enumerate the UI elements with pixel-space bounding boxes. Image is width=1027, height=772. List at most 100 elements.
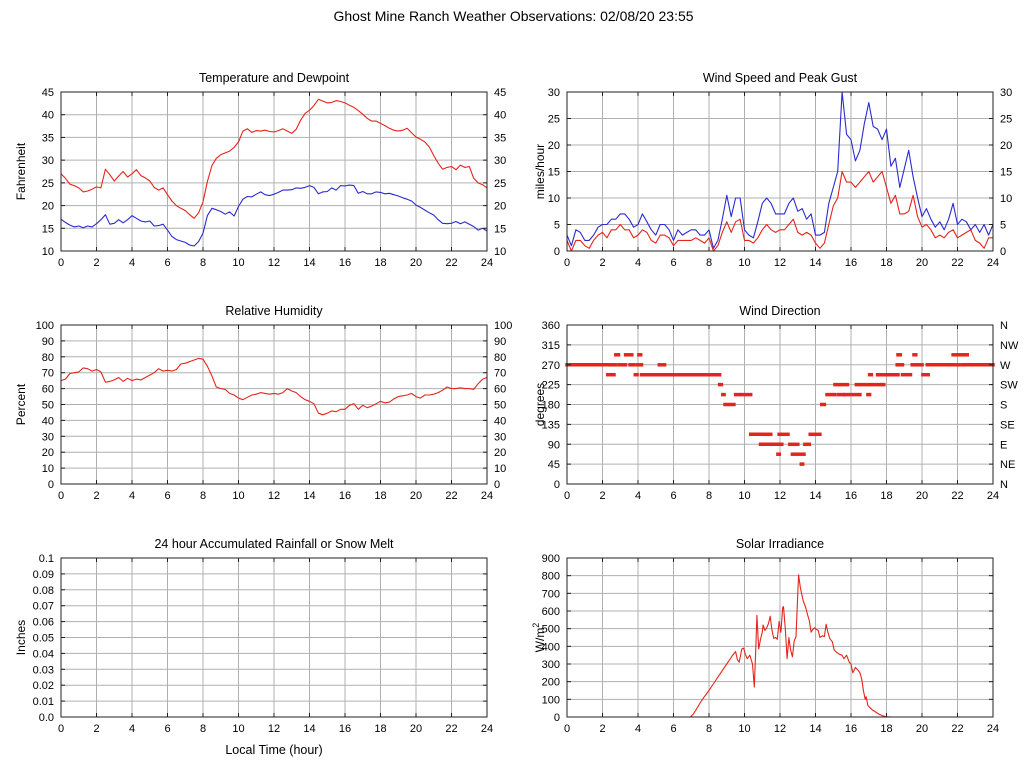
tick-label: 135 xyxy=(542,419,560,431)
peak-gust-line xyxy=(566,91,994,249)
tick-label: 25 xyxy=(548,114,560,126)
tick-label: 0 xyxy=(554,246,560,258)
tick-label: 0.02 xyxy=(33,680,54,692)
tick-label: 4 xyxy=(129,490,135,502)
tick-label: 22 xyxy=(951,490,963,502)
wind-direction-points xyxy=(565,353,995,466)
tick-label: 15 xyxy=(1000,167,1012,179)
chart-title: Relative Humidity xyxy=(225,304,323,318)
tick-label: 5 xyxy=(554,220,560,232)
grid-lines xyxy=(567,92,993,251)
tick-label: 0 xyxy=(494,479,500,491)
tick-label: S xyxy=(1000,400,1007,412)
tick-label: 10 xyxy=(738,257,750,269)
tick-label: 18 xyxy=(374,490,386,502)
tick-label: 22 xyxy=(445,490,457,502)
tick-label: 12 xyxy=(268,257,280,269)
y-axis-label: W/m2 xyxy=(531,623,547,653)
tick-label: 225 xyxy=(542,380,560,392)
chart-title: Wind Direction xyxy=(739,304,820,318)
tick-label: 800 xyxy=(542,571,560,583)
tick-label: 20 xyxy=(916,257,928,269)
page-title: Ghost Mine Ranch Weather Observations: 0… xyxy=(333,8,694,24)
tick-label: 40 xyxy=(494,110,506,122)
tick-label: 16 xyxy=(339,490,351,502)
tick-label: SE xyxy=(1000,419,1015,431)
tick-label: W xyxy=(1000,360,1011,372)
tick-label: 14 xyxy=(303,490,315,502)
tick-label: 20 xyxy=(42,201,54,213)
tick-label: 24 xyxy=(481,723,493,735)
tick-label: 16 xyxy=(339,257,351,269)
grid-lines xyxy=(61,92,487,251)
tick-label: 22 xyxy=(951,723,963,735)
tick-label: 8 xyxy=(200,490,206,502)
tick-label: 0.03 xyxy=(33,664,54,676)
solar-irradiance-line xyxy=(567,574,993,718)
tick-label: 18 xyxy=(880,723,892,735)
tick-label: 4 xyxy=(635,490,641,502)
tick-label: 8 xyxy=(706,490,712,502)
tick-label: 2 xyxy=(599,257,605,269)
tick-label: 6 xyxy=(164,490,170,502)
tick-label: 80 xyxy=(42,352,54,364)
plot-frame xyxy=(566,324,994,485)
tick-label: 0 xyxy=(58,723,64,735)
tick-label: 4 xyxy=(635,723,641,735)
tick-label: 10 xyxy=(494,246,506,258)
tick-label: 18 xyxy=(880,490,892,502)
tick-label: 20 xyxy=(494,201,506,213)
tick-label: 10 xyxy=(42,463,54,475)
plot-frame xyxy=(60,557,488,718)
grid-lines xyxy=(567,325,993,484)
tick-label: 400 xyxy=(542,641,560,653)
tick-label: 18 xyxy=(374,723,386,735)
tick-label: 30 xyxy=(42,155,54,167)
y-axis-label: Fahrenheit xyxy=(14,142,28,200)
plot-frame xyxy=(60,91,488,252)
wind-speed-line xyxy=(566,170,993,252)
tick-label: 30 xyxy=(494,155,506,167)
tick-label: 50 xyxy=(494,400,506,412)
tick-label: 8 xyxy=(706,723,712,735)
tick-label: 0.0 xyxy=(39,712,54,724)
tick-label: 10 xyxy=(738,723,750,735)
tick-label: 10 xyxy=(42,246,54,258)
tick-label: NE xyxy=(1000,459,1015,471)
tick-label: 30 xyxy=(494,431,506,443)
tick-label: 6 xyxy=(670,257,676,269)
tick-label: 18 xyxy=(374,257,386,269)
tick-label: 100 xyxy=(494,320,512,332)
tick-label: 2 xyxy=(93,723,99,735)
tick-label: 30 xyxy=(548,87,560,99)
tick-label: 6 xyxy=(670,490,676,502)
tick-label: 60 xyxy=(42,384,54,396)
tick-label: 16 xyxy=(845,490,857,502)
tick-label: 14 xyxy=(809,723,821,735)
tick-label: 0.05 xyxy=(33,633,54,645)
tick-label: 16 xyxy=(339,723,351,735)
tick-label: 8 xyxy=(200,257,206,269)
tick-label: 24 xyxy=(481,490,493,502)
tick-label: 16 xyxy=(845,257,857,269)
tick-label: E xyxy=(1000,439,1007,451)
x-axis-label: Local Time (hour) xyxy=(225,743,322,757)
tick-label: 0 xyxy=(58,490,64,502)
chart-title: Wind Speed and Peak Gust xyxy=(703,71,858,85)
tick-label: 0 xyxy=(564,490,570,502)
tick-label: 0.04 xyxy=(33,648,54,660)
axis-labels: 0 2 4 6 8 10 12 14 16 18 20 22 240100200300400500600… xyxy=(531,537,999,735)
y-axis-label: Percent xyxy=(14,383,28,425)
tick-label: 315 xyxy=(542,340,560,352)
tick-label: 60 xyxy=(494,384,506,396)
tick-label: 80 xyxy=(494,352,506,364)
tick-label: 4 xyxy=(129,257,135,269)
tick-label: 270 xyxy=(542,360,560,372)
y-axis-label: miles/hour xyxy=(533,144,547,199)
tick-label: 20 xyxy=(494,447,506,459)
tick-label: 20 xyxy=(916,723,928,735)
